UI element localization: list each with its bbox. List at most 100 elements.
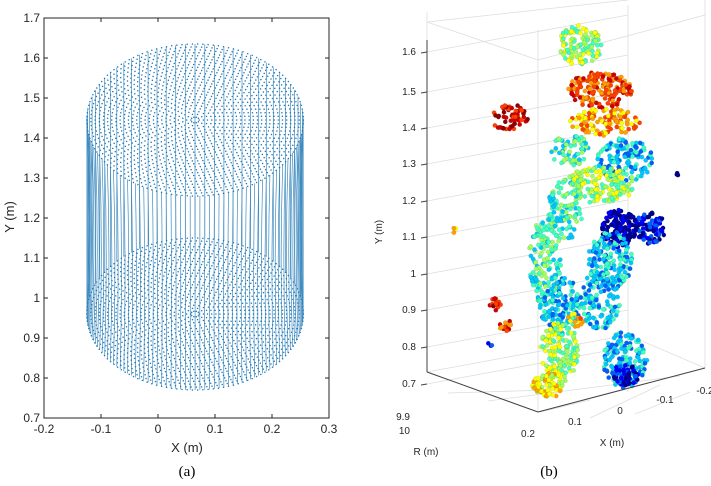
bottom-cap-point xyxy=(251,302,253,304)
top-cap-point xyxy=(202,148,204,150)
top-cap-point xyxy=(197,114,199,116)
bottom-cap-point xyxy=(263,302,265,304)
top-cap-point xyxy=(128,127,130,129)
top-cap-point xyxy=(201,105,203,107)
top-cap-point xyxy=(240,149,242,151)
top-cap-point xyxy=(159,128,161,130)
bottom-cap-point xyxy=(158,264,160,266)
bottom-cap-point xyxy=(193,357,195,359)
top-cap-point xyxy=(219,119,221,121)
top-cap-point xyxy=(271,105,273,107)
bottom-cap-point xyxy=(181,341,183,343)
top-cap-point xyxy=(103,116,105,118)
cloud-point xyxy=(648,241,652,245)
bottom-cap-point xyxy=(134,326,136,328)
bottom-cap-point xyxy=(226,320,228,322)
bottom-cap-point xyxy=(215,281,217,283)
top-cap-point xyxy=(227,116,229,118)
top-cap-point xyxy=(186,91,188,93)
bottom-cap-point xyxy=(228,263,230,265)
top-cap-point xyxy=(193,128,195,130)
bottom-cap-point xyxy=(133,322,135,324)
top-cap-point xyxy=(192,102,194,104)
top-cap-point xyxy=(124,125,126,127)
top-cap-point xyxy=(183,186,185,188)
top-cap-point xyxy=(105,134,107,136)
bottom-cap-point xyxy=(243,340,245,342)
bottom-cap-point xyxy=(174,382,176,384)
top-cap-point xyxy=(155,174,157,176)
top-cap-point xyxy=(247,86,249,88)
top-cap-point xyxy=(282,137,284,139)
top-cap-point xyxy=(240,119,242,121)
bottom-cap-point xyxy=(137,275,139,277)
bottom-cap-point xyxy=(272,366,274,368)
bottom-cap-point xyxy=(226,269,228,271)
top-cap-point xyxy=(260,59,262,61)
top-cap-point xyxy=(127,154,129,156)
bottom-cap-point xyxy=(235,293,237,295)
top-cap-point xyxy=(119,136,121,138)
top-cap-point xyxy=(271,134,273,136)
top-cap-point xyxy=(259,130,261,132)
bottom-cap-point xyxy=(145,297,147,299)
top-cap-point xyxy=(225,139,227,141)
bottom-cap-point xyxy=(202,366,204,368)
top-cap-point xyxy=(222,112,224,114)
bottom-cap-point xyxy=(174,303,176,305)
bottom-cap-point xyxy=(101,297,103,299)
top-cap-point xyxy=(112,99,114,101)
top-cap-point xyxy=(233,157,235,159)
top-cap-point xyxy=(211,59,213,61)
top-cap-point xyxy=(210,116,212,118)
bottom-cap-point xyxy=(155,246,157,248)
top-cap-point xyxy=(278,101,280,103)
top-cap-point xyxy=(142,101,144,103)
top-cap-point xyxy=(197,43,199,45)
top-cap-point xyxy=(120,81,122,83)
top-cap-point xyxy=(180,59,182,61)
top-cap-point xyxy=(216,84,218,86)
top-cap-point xyxy=(121,108,123,110)
top-cap-point xyxy=(296,105,298,107)
bottom-cap-point xyxy=(215,303,217,305)
bottom-cap-point xyxy=(267,335,269,337)
top-cap-point xyxy=(237,95,239,97)
top-cap-point xyxy=(117,132,119,134)
bottom-cap-point xyxy=(202,249,204,251)
top-cap-point xyxy=(121,147,123,149)
top-cap-point xyxy=(128,116,130,118)
top-cap-point xyxy=(157,96,159,98)
top-cap-point xyxy=(158,70,160,72)
top-cap-point xyxy=(164,95,166,97)
cloud-point xyxy=(607,192,611,196)
top-cap-point xyxy=(243,61,245,63)
top-cap-point xyxy=(188,87,190,89)
top-cap-point xyxy=(127,76,129,78)
top-cap-point xyxy=(212,135,214,137)
bottom-cap-point xyxy=(196,240,198,242)
bottom-cap-point xyxy=(122,328,124,330)
top-cap-point xyxy=(172,173,174,175)
bottom-cap-point xyxy=(252,279,254,281)
top-cap-point xyxy=(252,153,254,155)
bottom-cap-point xyxy=(225,259,227,261)
top-cap-point xyxy=(218,147,220,149)
bottom-cap-point xyxy=(181,250,183,252)
top-cap-point xyxy=(159,172,161,174)
top-cap-point xyxy=(202,103,204,105)
top-cap-point xyxy=(227,167,229,169)
bottom-cap-point xyxy=(263,324,265,326)
top-cap-point xyxy=(293,151,295,153)
cloud-point xyxy=(606,177,610,181)
top-cap-point xyxy=(239,112,241,114)
top-cap-point xyxy=(207,119,209,121)
bottom-cap-point xyxy=(290,306,292,308)
top-cap-point xyxy=(200,189,202,191)
top-cap-point xyxy=(151,84,153,86)
top-cap-point xyxy=(248,123,250,125)
cloud-point xyxy=(557,151,561,155)
top-cap-point xyxy=(238,166,240,168)
bottom-cap-point xyxy=(197,319,199,321)
